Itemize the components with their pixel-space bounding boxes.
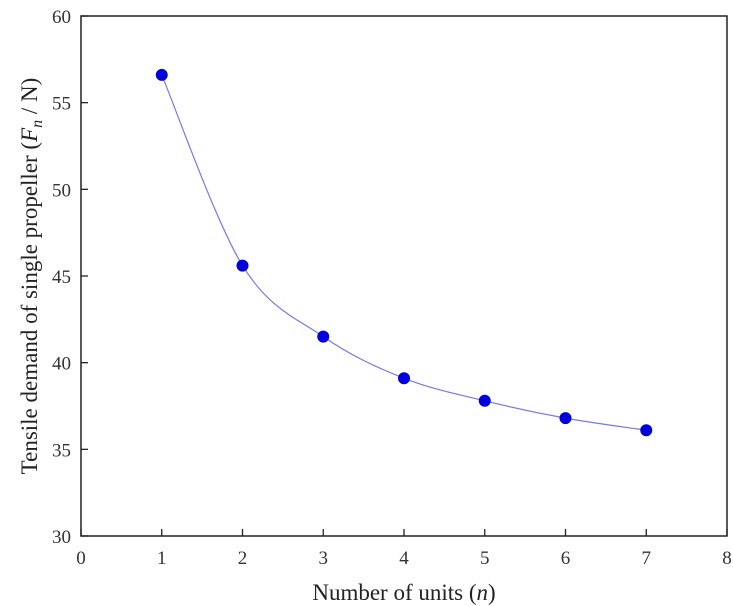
data-point <box>155 68 168 81</box>
y-axis-ticks: 30 35 40 45 50 55 60 <box>52 7 88 548</box>
y-tick-label: 55 <box>52 94 71 115</box>
x-tick-label: 2 <box>238 548 248 569</box>
data-point <box>559 412 572 425</box>
y-tick-label: 30 <box>52 527 71 548</box>
y-axis-title: Tensile demand of single propeller (Fn /… <box>17 78 46 475</box>
x-tick-label: 0 <box>76 548 86 569</box>
data-point <box>317 330 330 343</box>
y-tick-label: 40 <box>52 354 71 375</box>
x-tick-label: 6 <box>561 548 571 569</box>
x-axis-title: Number of units (n) <box>312 580 495 605</box>
data-point <box>478 394 491 407</box>
y-tick-label: 50 <box>52 180 71 201</box>
y-tick-label: 45 <box>52 267 71 288</box>
x-tick-label: 5 <box>480 548 490 569</box>
y-tick-label: 60 <box>52 7 71 28</box>
x-tick-label: 3 <box>319 548 329 569</box>
x-tick-label: 8 <box>722 548 732 569</box>
plot-area <box>80 15 728 537</box>
data-point <box>640 424 653 437</box>
x-tick-label: 4 <box>399 548 409 569</box>
data-point <box>398 372 410 385</box>
data-point <box>236 259 249 272</box>
x-tick-label: 7 <box>642 548 652 569</box>
series-layer <box>155 68 653 437</box>
x-axis-ticks: 0 1 2 3 4 5 6 7 8 <box>76 529 732 569</box>
y-tick-label: 35 <box>52 440 71 461</box>
x-tick-label: 1 <box>157 548 167 569</box>
